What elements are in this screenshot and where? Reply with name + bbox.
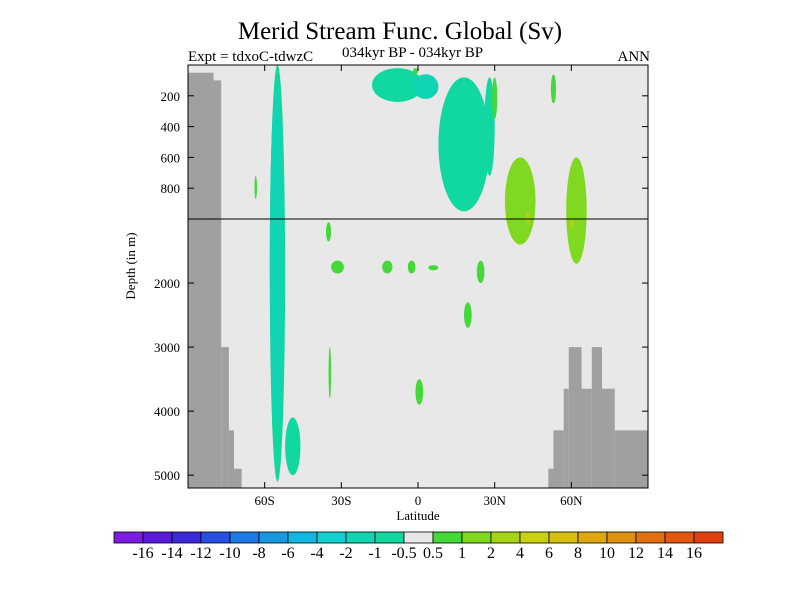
colorbar-swatch (490, 531, 521, 544)
patch-4N (428, 265, 439, 271)
colorbar-label: -0.5 (391, 545, 416, 562)
colorbar-label: 14 (657, 545, 673, 562)
colorbar-label: -8 (252, 545, 265, 562)
land-block-4 (234, 468, 242, 488)
period-label: 034kyr BP - 034kyr BP (342, 45, 484, 61)
chart-title: Merid Stream Func. Global (Sv) (237, 18, 563, 45)
colorbar-swatch (403, 531, 434, 544)
colorbar-swatch (171, 531, 202, 544)
colorbar-swatch (577, 531, 608, 544)
colorbar-swatch (229, 531, 260, 544)
upper-positive-small (412, 68, 419, 75)
high-lat-positive-core (568, 219, 574, 229)
colorbar-label: 1 (458, 545, 466, 562)
southern-cell-core (269, 88, 283, 424)
colorbar-swatch (635, 531, 666, 544)
colorbar-label: -12 (190, 545, 211, 562)
land-block-12 (614, 430, 648, 488)
colorbar-swatch (693, 531, 724, 544)
y-tick-label: 5000 (154, 468, 180, 483)
patch-5S (407, 260, 416, 274)
land-block-10 (591, 347, 602, 488)
x-tick-label: 60N (560, 493, 583, 508)
colorbar-label: 8 (574, 545, 582, 562)
patch-45S (326, 222, 332, 242)
colorbar-swatch (345, 531, 376, 544)
high-lat-positive-cell (566, 157, 587, 264)
colorbar-label: -14 (161, 545, 182, 562)
southern-cell-foot (285, 417, 301, 476)
x-tick-label: 30N (483, 493, 506, 508)
x-tick-label: 0 (415, 493, 422, 508)
colorbar-label: 2 (487, 545, 495, 562)
x-tick-label: 60S (255, 493, 275, 508)
land-block-8 (568, 347, 582, 488)
colorbar-label: 12 (628, 545, 644, 562)
upper-tropical-cell (372, 68, 424, 102)
colorbar-label: -2 (339, 545, 352, 562)
patch-15S (382, 260, 393, 274)
northern-positive-core (525, 211, 531, 226)
y-tick-label: 600 (161, 150, 181, 165)
patch-35S (331, 260, 344, 274)
y-tick-label: 4000 (154, 404, 180, 419)
colorbar-label: -1 (368, 545, 381, 562)
colorbar-swatch (461, 531, 492, 544)
y-tick-label: 3000 (154, 340, 180, 355)
colorbar-label: -16 (132, 545, 153, 562)
x-tick-label: 30S (331, 493, 351, 508)
colorbar-swatch (316, 531, 347, 544)
colorbar-label: -4 (310, 545, 323, 562)
colorbar-label: -6 (281, 545, 294, 562)
upper-tropical-core (412, 74, 439, 99)
y-tick-label: 200 (161, 89, 181, 104)
patch-22N (476, 260, 485, 284)
x-axis-title: Latitude (396, 508, 440, 523)
patch-35S-deep (328, 347, 332, 399)
colorbar-swatch (606, 531, 637, 544)
y-axis-title: Depth (in m) (123, 232, 138, 299)
colorbar-swatch (142, 531, 173, 544)
land-block-0 (188, 72, 214, 488)
colorbar-swatch (200, 531, 231, 544)
land-block-7 (563, 388, 569, 488)
patch-0-deep (415, 379, 424, 405)
northern-positive-cell (504, 157, 536, 245)
land-block-5 (548, 468, 554, 488)
land-block-3 (228, 430, 234, 488)
colorbar-label: 6 (545, 545, 553, 562)
land-block-1 (213, 80, 222, 489)
experiment-label: Expt = tdxoC-tdwzC (188, 49, 314, 65)
colorbar-swatch (374, 531, 405, 544)
y-tick-label: 800 (161, 181, 181, 196)
subtropical-narrow-cell (484, 77, 495, 176)
colorbar-label: 4 (516, 545, 524, 562)
patch-19N (464, 302, 472, 328)
patch-65S-upper (254, 175, 257, 199)
land-block-2 (221, 347, 229, 488)
colorbar-label: 0.5 (423, 545, 443, 562)
colorbar-label: 10 (599, 545, 615, 562)
colorbar-swatch (258, 531, 289, 544)
colorbar-swatch (113, 531, 144, 544)
land-block-9 (581, 388, 592, 488)
season-label: ANN (617, 49, 651, 65)
colorbar-swatch (548, 531, 579, 544)
colorbar-label: 16 (686, 545, 702, 562)
colorbar-label: -10 (219, 545, 240, 562)
land-block-11 (602, 388, 615, 488)
northward-descending-cell (438, 77, 490, 212)
colorbar-swatch (432, 531, 463, 544)
upper-north-streak (492, 77, 498, 119)
y-tick-label: 400 (161, 120, 181, 135)
colorbar-swatch (519, 531, 550, 544)
colorbar-swatch (287, 531, 318, 544)
upper-mid-streak (550, 74, 556, 104)
y-tick-label: 2000 (154, 276, 180, 291)
land-block-6 (553, 430, 564, 488)
colorbar-swatch (664, 531, 695, 544)
